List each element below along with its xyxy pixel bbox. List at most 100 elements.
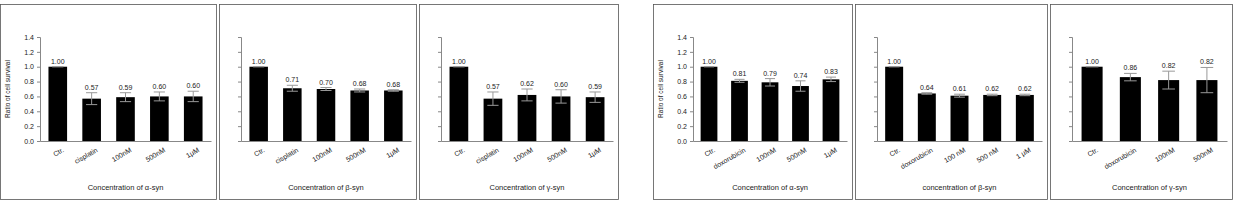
x-tick: 1μM [587, 146, 603, 160]
y-axis [1069, 38, 1073, 142]
y-tick [1069, 67, 1072, 68]
y-tick [1069, 141, 1072, 142]
y-axis-line [37, 38, 41, 142]
y-tick-label: 1.0 [24, 63, 34, 70]
y-tick-mark [1069, 141, 1072, 142]
y-tick-mark [238, 52, 241, 53]
y-tick-mark [874, 111, 877, 112]
x-tick: 1μM [385, 146, 401, 160]
y-tick: 0.2 [24, 123, 40, 130]
x-axis-line [442, 141, 614, 142]
x-tick-label: 1μM [823, 146, 839, 160]
x-tick-label: Ctr. [253, 146, 266, 158]
error-bar [188, 91, 199, 101]
x-tick-label: 500nM [345, 146, 367, 163]
y-tick-mark [690, 96, 693, 97]
x-axis: Ctr.cisplatin100nM500nM1μM [41, 142, 212, 166]
plot-area [1082, 67, 1218, 141]
y-axis: 0.00.20.40.60.81.01.21.4 [24, 34, 40, 145]
y-tick-mark [238, 96, 241, 97]
data-label: 0.82 [1162, 62, 1176, 69]
plot-area [249, 67, 402, 141]
bar [283, 88, 302, 141]
y-tick-mark [438, 67, 441, 68]
x-axis: Ctr.doxorubicin100nM500nM [1073, 142, 1228, 171]
x-axis-title: Concentration of α-syn [732, 183, 808, 192]
data-label: 0.79 [763, 70, 777, 77]
x-tick: 500 nM [975, 146, 999, 164]
error-bar [86, 93, 97, 105]
error-bar [795, 81, 805, 91]
x-tick-label: 500nM [144, 146, 166, 163]
panel-frame [1051, 5, 1233, 200]
x-axis: Ctr.cisplatin100nM500nM1μM [242, 142, 412, 166]
plot-area [450, 67, 605, 141]
bar [450, 67, 469, 141]
error-bar [921, 93, 932, 94]
x-tick: 500nM [546, 146, 568, 163]
panel-frame [420, 5, 619, 200]
y-tick [874, 67, 877, 68]
y-tick-label: 0.6 [24, 93, 34, 100]
y-tick [874, 111, 877, 112]
y-tick-mark [690, 52, 693, 53]
x-tick-label: 500nM [546, 146, 568, 163]
x-tick: 1 μM [1015, 146, 1033, 161]
error-bar [253, 66, 264, 67]
x-axis-line [878, 141, 1043, 142]
y-tick: 0.4 [24, 108, 40, 115]
y-tick-mark [438, 141, 441, 142]
y-tick-mark [238, 126, 241, 127]
y-tick-label: 0.4 [677, 108, 687, 115]
y-tick [438, 111, 441, 112]
y-tick-mark [37, 126, 40, 127]
data-label: 0.81 [733, 70, 747, 77]
bar [1016, 95, 1034, 141]
y-tick-mark [690, 82, 693, 83]
panel: Ctr.cisplatin100nM500nM1μM1.000.710.700.… [220, 5, 417, 200]
bar [885, 67, 903, 141]
bar [116, 97, 135, 141]
y-tick [238, 67, 241, 68]
y-tick-mark [37, 82, 40, 83]
data-label: 0.59 [119, 84, 133, 91]
x-tick-label: 1 μM [1015, 146, 1033, 161]
x-tick-label: Ctr. [1086, 146, 1099, 158]
y-tick-mark [690, 67, 693, 68]
data-label: 0.59 [588, 83, 602, 90]
y-tick [874, 52, 877, 53]
y-tick-mark [37, 141, 40, 142]
bar [918, 93, 936, 141]
data-label: 0.68 [387, 81, 401, 88]
x-axis-line [41, 141, 212, 142]
x-tick: 100nM [512, 146, 534, 163]
bar [350, 90, 369, 141]
error-bar [521, 89, 532, 101]
y-tick-label: 1.4 [24, 34, 34, 41]
error-bar [1162, 71, 1175, 89]
y-tick-mark [37, 96, 40, 97]
y-tick: 1.0 [677, 63, 693, 70]
x-tick-label: 100 nM [943, 146, 967, 164]
panel-frame [856, 5, 1048, 200]
y-tick-label: 0.4 [24, 108, 34, 115]
x-tick-label: 1μM [587, 146, 603, 160]
y-tick-mark [438, 126, 441, 127]
y-tick [238, 52, 241, 53]
bar [792, 86, 809, 141]
data-label: 0.62 [520, 80, 534, 87]
x-tick: 100nM [1154, 146, 1176, 163]
y-tick-mark [874, 141, 877, 142]
y-tick: 0.0 [24, 138, 40, 145]
y-tick-mark [1069, 52, 1072, 53]
x-axis-title: Concentration of β-syn [288, 183, 364, 192]
x-axis-title: Concentration of γ-syn [1112, 183, 1187, 192]
data-label: 1.00 [51, 58, 65, 65]
bar [518, 95, 537, 141]
y-tick [874, 82, 877, 83]
x-tick: 100 nM [943, 146, 967, 164]
y-tick-mark [238, 141, 241, 142]
error-bar [320, 88, 331, 91]
y-tick-mark [874, 126, 877, 127]
y-tick-label: 1.2 [24, 49, 34, 56]
